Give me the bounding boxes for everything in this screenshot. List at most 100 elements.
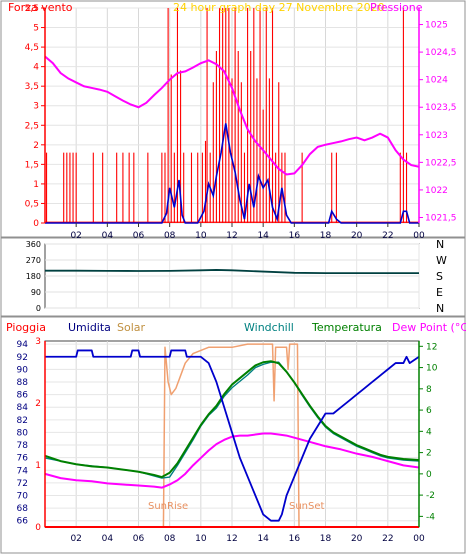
bottom-x-tick-label: 18 (320, 534, 332, 544)
top-y-left-tick-label: 2 (33, 141, 39, 151)
bottom-y-left-tick-label: 74 (17, 466, 29, 476)
top-y-left-tick-label: 0,5 (25, 199, 39, 209)
bottom-y-right-tick-label: 4 (426, 427, 432, 437)
bottom-panel-frame (0, 316, 466, 554)
compass-label: S (436, 270, 443, 283)
top-y-right-tick-label: 1023 (425, 131, 448, 141)
middle-y-tick-label: 270 (26, 256, 41, 265)
legend-label: Solar (117, 321, 146, 334)
bottom-y-right-tick-label: 12 (426, 342, 437, 352)
top-y-right-tick-label: 1025 (425, 21, 448, 31)
temperature-line (44, 360, 420, 479)
bottom-x-tick-label: 06 (133, 534, 145, 544)
top-x-tick-label: 06 (133, 231, 145, 241)
top-y-right-tick-label: 1024 (425, 76, 448, 86)
top-y-left-tick-label: 5 (33, 24, 39, 34)
bottom-x-tick-label: 00 (413, 534, 425, 544)
bottom-y-left-tick-label: 78 (17, 441, 29, 451)
top-y-left-tick-label: 0 (33, 219, 39, 229)
dewpoint-line (44, 432, 420, 489)
top-y-right-tick-label: 1022 (425, 186, 448, 196)
top-x-tick-label: 08 (164, 231, 176, 241)
bottom-rain-tick-label: 2 (35, 399, 41, 409)
middle-series (45, 269, 419, 275)
bottom-y-left-tick-label: 92 (17, 353, 28, 363)
bottom-y-right-tick-label: -4 (426, 512, 435, 522)
top-x-tick-label: 04 (102, 231, 114, 241)
bottom-y-left-tick-label: 84 (17, 403, 29, 413)
bottom-x-tick-label: 22 (382, 534, 393, 544)
sunrise-label: SunRise (148, 501, 188, 512)
top-y-left-tick-label: 1,5 (25, 160, 39, 170)
top-x-tick-label: 02 (70, 231, 81, 241)
top-y-right-tick-label: 1021,5 (425, 213, 457, 223)
middle-y-tick-label: 90 (31, 288, 41, 297)
bottom-y-right-tick-label: 0 (426, 470, 432, 480)
bottom-rain-tick-label: 0 (35, 523, 41, 533)
top-x-tick-label: 18 (320, 231, 332, 241)
chart-title: 24 hour graph day 27 Novembre 2020 (173, 1, 385, 14)
top-y-left-tick-label: 4,5 (25, 43, 39, 53)
bottom-x-tick-label: 12 (226, 534, 237, 544)
legend-label: Umidita (68, 321, 111, 334)
middle-y-tick-label: 360 (26, 240, 41, 249)
bottom-series (44, 343, 420, 528)
bottom-y-left-tick-label: 80 (17, 428, 29, 438)
bottom-y-left-tick-label: 88 (17, 378, 29, 388)
bottom-y-right-tick-label: -2 (426, 491, 435, 501)
middle-y-tick-label: 0 (36, 304, 41, 313)
compass-label: E (436, 286, 443, 299)
top-y-right-tick-label: 1024,5 (425, 48, 457, 58)
top-x-tick-label: 22 (382, 231, 393, 241)
wind-direction-line (45, 269, 419, 275)
top-y-left-tick-label: 3,5 (25, 82, 39, 92)
bottom-x-tick-label: 20 (351, 534, 363, 544)
top-x-tick-label: 00 (413, 231, 425, 241)
bottom-axes: 02 04 06 08 10 12 14 16 18 20 22 006668707274767880… (17, 337, 438, 544)
middle-axes: 0 N 90 E 180 S 270 W 360 N (26, 238, 447, 315)
legend-label: Windchill (244, 321, 294, 334)
pressure-axis-title: Pressione (370, 1, 423, 14)
top-axes: 02 04 06 08 10 12 14 16 18 20 22 0000,511,522,533,5… (25, 4, 457, 241)
bottom-legend: Pioggia Umidita Solar Windchill Temperatura D… (6, 321, 466, 334)
top-x-tick-label: 10 (195, 231, 207, 241)
compass-label: N (436, 238, 444, 251)
bottom-y-right-tick-label: 6 (426, 406, 432, 416)
top-x-tick-label: 12 (226, 231, 237, 241)
sunset-label: SunSet (289, 501, 325, 512)
top-y-left-tick-label: 2,5 (25, 121, 39, 131)
bottom-y-left-tick-label: 86 (17, 391, 29, 401)
bottom-x-tick-label: 14 (257, 534, 269, 544)
top-x-tick-label: 20 (351, 231, 363, 241)
bottom-y-right-tick-label: 10 (426, 364, 438, 374)
top-y-right-tick-label: 1023,5 (425, 103, 457, 113)
top-series (44, 8, 420, 224)
bottom-y-left-tick-label: 94 (17, 340, 29, 350)
middle-y-tick-label: 180 (26, 272, 41, 281)
bottom-rain-tick-label: 3 (35, 337, 41, 347)
middle-grid (45, 243, 420, 309)
compass-label: W (436, 254, 447, 267)
bottom-y-left-tick-label: 90 (17, 365, 29, 375)
bottom-y-left-tick-label: 82 (17, 416, 28, 426)
middle-panel-frame (0, 237, 466, 317)
top-y-left-tick-label: 4 (33, 63, 39, 73)
bottom-x-tick-label: 16 (289, 534, 301, 544)
bottom-y-left-tick-label: 66 (17, 517, 29, 527)
wind-speed-line (45, 123, 419, 224)
pressure-line (44, 55, 420, 176)
legend-label: Dew Point (°C) (392, 321, 466, 334)
bottom-x-tick-label: 10 (195, 534, 207, 544)
solar-line (45, 343, 419, 528)
top-x-tick-label: 16 (289, 231, 301, 241)
bottom-x-tick-label: 02 (70, 534, 81, 544)
bottom-y-left-tick-label: 68 (17, 504, 29, 514)
top-panel-frame (0, 0, 466, 238)
bottom-y-right-tick-label: 8 (426, 385, 432, 395)
humidity-line (45, 349, 420, 522)
legend-label: Pioggia (6, 321, 46, 334)
top-y-left-tick-label: 5,5 (25, 4, 39, 14)
bottom-rain-tick-label: 1 (35, 461, 41, 471)
bottom-y-left-tick-label: 76 (17, 454, 29, 464)
